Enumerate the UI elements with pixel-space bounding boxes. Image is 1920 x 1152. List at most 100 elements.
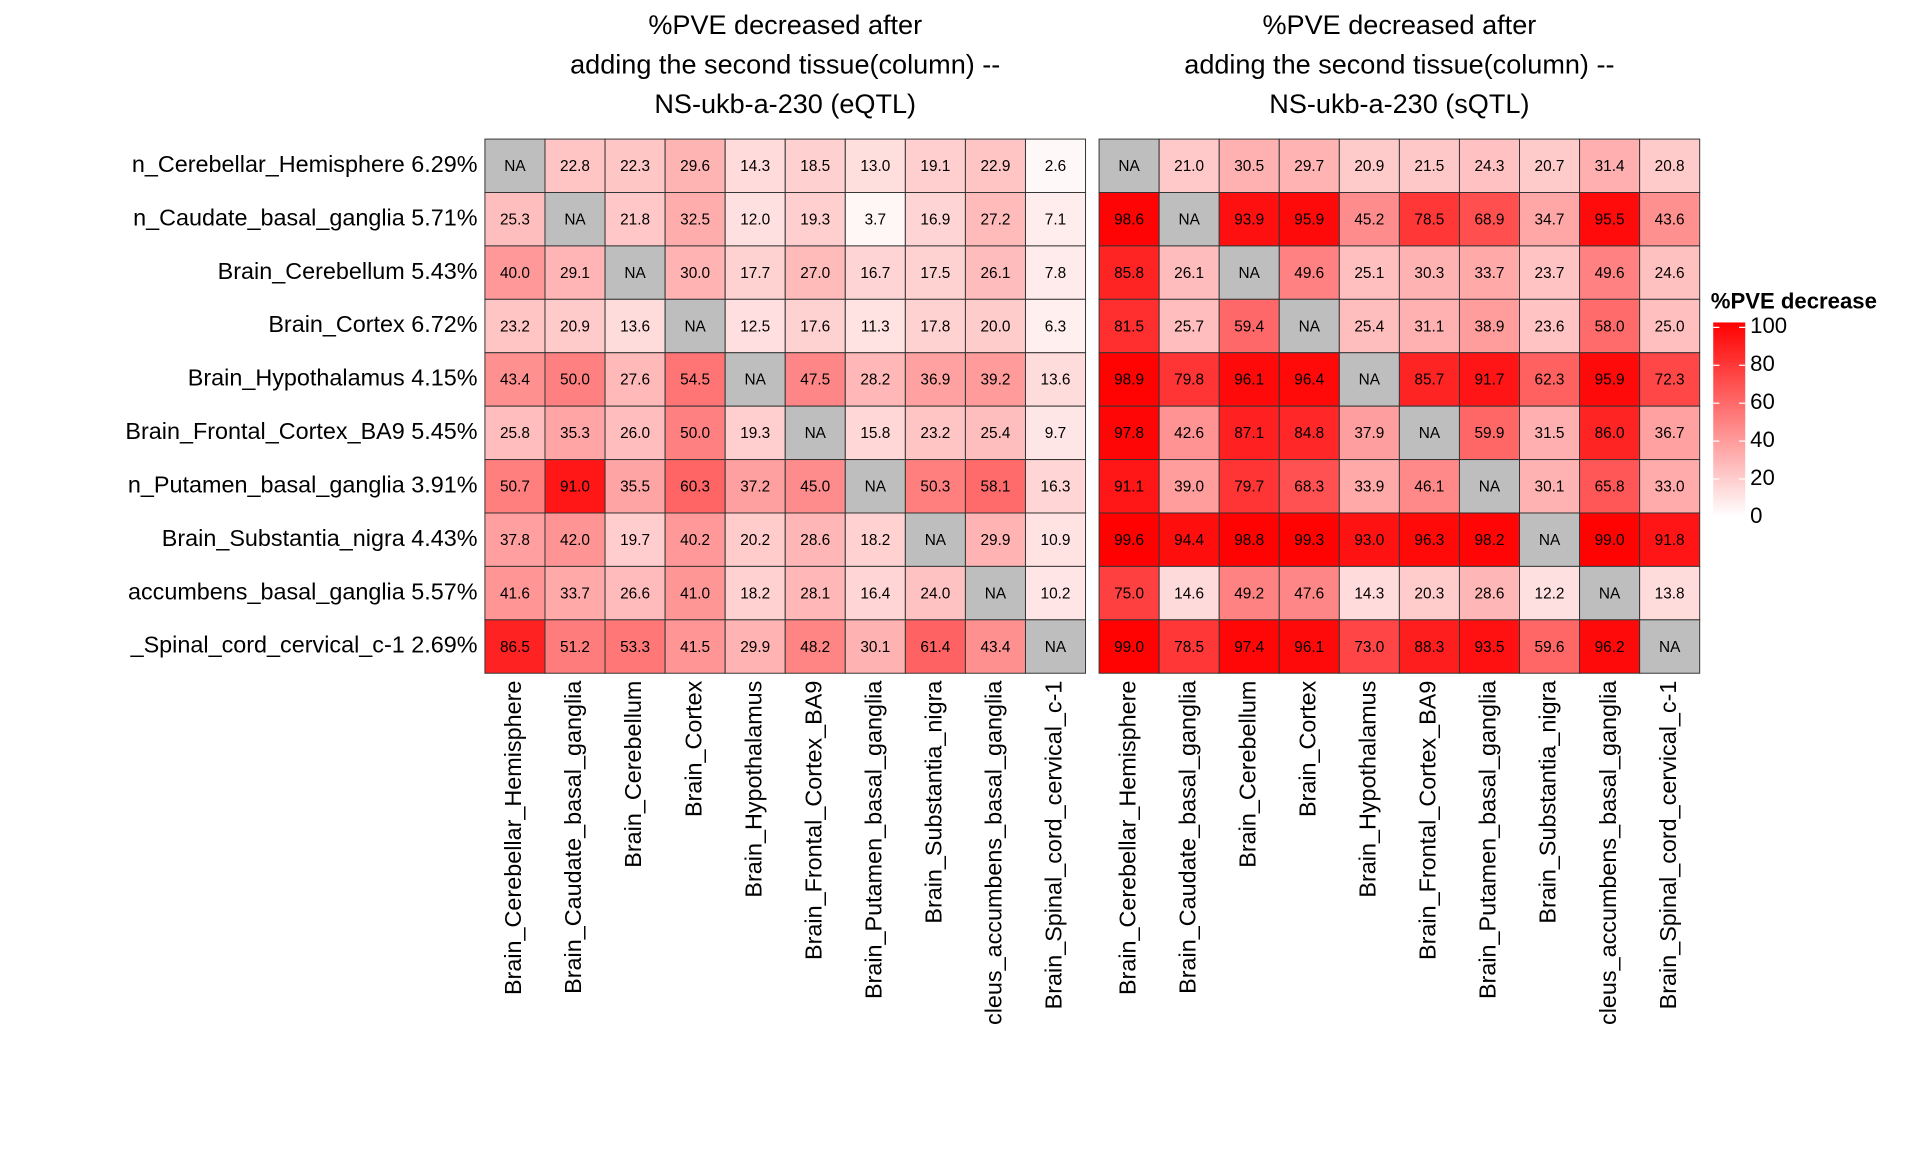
heatmap-cell [1398,512,1460,567]
cell-label: 12.5 [740,318,770,335]
heatmap-cell [904,565,966,621]
cell-label: 78.5 [1174,639,1204,656]
heatmap-cell [1024,138,1087,193]
heatmap-cell [1218,565,1280,621]
cell-label: 86.5 [500,639,530,656]
chart-title: %PVE decreased after [648,9,922,40]
cell-label: 2.6 [1045,158,1066,175]
heatmap-cell [904,512,966,567]
cell-label: 24.3 [1475,158,1505,175]
column-label: Brain_Cerebellum [620,681,646,868]
cell-label: 41.6 [500,585,530,602]
cell-label: 45.0 [800,479,830,496]
cell-label: 19.3 [800,211,830,228]
cell-label: 14.3 [1354,585,1384,602]
cell-label: 43.4 [500,372,530,389]
heatmap-cell [1098,245,1160,300]
heatmap-cell [1398,459,1460,514]
cell-label: NA [1178,211,1200,228]
heatmap-cell [1519,459,1581,514]
heatmap-cell [724,245,786,300]
row-label: n_Caudate_basal_ganglia 5.71% [133,204,477,230]
heatmap-cell [544,245,606,300]
column-label: Brain_Substantia_nigra [921,681,947,924]
cell-label: 10.2 [1041,585,1071,602]
heatmap-cell [964,512,1026,567]
cell-label: NA [985,585,1007,602]
cell-label: 17.7 [740,265,770,282]
cell-label: 96.1 [1234,372,1264,389]
heatmap-cell [1024,512,1087,567]
cell-label: NA [805,425,827,442]
cell-label: 93.0 [1354,532,1384,549]
heatmap-cell [1158,298,1220,354]
heatmap-cell [1024,352,1087,407]
cell-label: 37.9 [1354,425,1384,442]
cell-label: 33.9 [1354,479,1384,496]
heatmap-cell [1519,352,1581,407]
heatmap-cell [664,565,726,621]
cell-label: 37.2 [740,479,770,496]
heatmap-cell [1519,298,1581,354]
cell-label: 43.4 [980,639,1010,656]
heatmap-cell [844,352,906,407]
heatmap-cell [1158,512,1220,567]
heatmap-cell [964,245,1026,300]
heatmap-cell [604,405,666,461]
cell-label: NA [745,372,767,389]
cell-label: 47.6 [1294,585,1324,602]
cell-label: 99.0 [1595,532,1625,549]
heatmap-cell [1398,405,1460,461]
cell-label: 65.8 [1595,479,1625,496]
cell-label: 58.1 [980,479,1010,496]
cell-label: NA [564,211,586,228]
cell-label: 25.8 [500,425,530,442]
heatmap-cell [544,191,606,247]
cell-label: 12.0 [740,211,770,228]
cell-label: 20.7 [1535,158,1565,175]
cell-label: 33.7 [1475,265,1505,282]
cell-label: 51.2 [560,639,590,656]
cell-label: 16.4 [860,585,890,602]
heatmap-cell [1579,191,1641,247]
cell-label: 25.7 [1174,318,1204,335]
heatmap-cell [1338,298,1400,354]
heatmap-cell [1458,565,1521,621]
cell-label: 23.2 [920,425,950,442]
cell-label: 23.7 [1535,265,1565,282]
row-label: Brain_Cortex 6.72% [268,311,477,337]
cell-label: 27.6 [620,372,650,389]
cell-label: 39.0 [1174,479,1204,496]
heatmap-cell [784,459,846,514]
cell-label: 49.6 [1294,265,1324,282]
cell-label: 98.2 [1475,532,1505,549]
legend-title: %PVE decrease [1711,289,1877,314]
cell-label: NA [865,479,887,496]
heatmap-cell [724,565,786,621]
cell-label: 35.5 [620,479,650,496]
heatmap-cell [1024,565,1087,621]
heatmap-cell [784,512,846,567]
cell-label: 16.3 [1041,479,1071,496]
cell-label: 21.5 [1414,158,1444,175]
heatmap-cell [1639,619,1701,674]
cell-label: 95.9 [1294,211,1324,228]
heatmap-cell [844,245,906,300]
heatmap-cell [1218,512,1280,567]
cell-label: 91.1 [1114,479,1144,496]
heatmap-cell [1158,405,1220,461]
heatmap-cell [1158,565,1220,621]
heatmap-cell [1579,245,1641,300]
colorbar-tick-label: 40 [1750,427,1775,452]
heatmap-cell [604,352,666,407]
cell-label: 22.3 [620,158,650,175]
heatmap-cell [1639,352,1701,407]
heatmap-cell [844,565,906,621]
cell-label: 25.1 [1354,265,1384,282]
cell-label: 30.1 [1535,479,1565,496]
heatmap-cell [964,405,1026,461]
heatmap-cell [1338,138,1400,193]
heatmap-cell [904,191,966,247]
heatmap-cell [484,405,546,461]
column-label: Brain_Caudate_basal_ganglia [560,681,586,994]
